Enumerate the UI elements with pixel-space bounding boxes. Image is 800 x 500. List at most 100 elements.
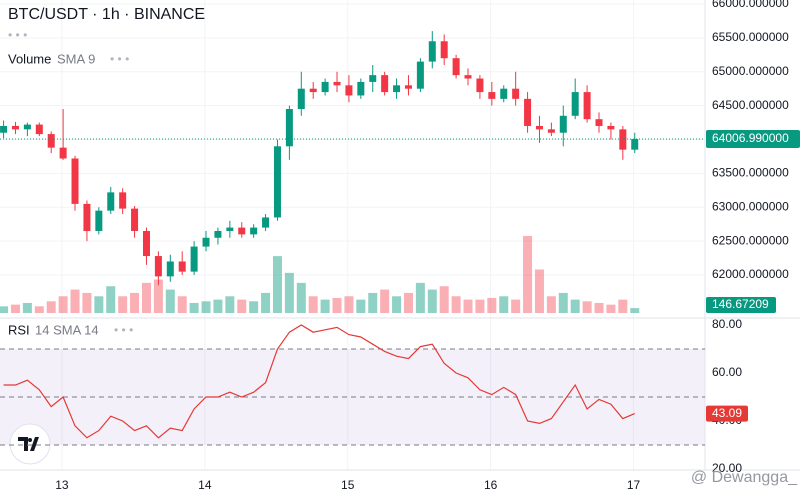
candle-body	[595, 119, 603, 126]
candle-body	[47, 134, 55, 148]
candle-body	[535, 125, 543, 130]
chart-title: BTC/USDT · 1h · BINANCE	[8, 6, 205, 23]
volume-bar	[249, 301, 259, 313]
volume-bar	[308, 296, 318, 313]
y-tick-label: 64500.000000	[712, 98, 789, 112]
x-tick-label: 16	[484, 478, 498, 492]
volume-bar	[130, 292, 140, 313]
candle-body	[309, 88, 317, 93]
candle-body	[500, 88, 508, 99]
candle-body	[35, 124, 43, 135]
volume-bar	[189, 302, 199, 313]
volume-bar	[237, 299, 247, 313]
volume-bar	[511, 299, 521, 313]
x-tick-label: 14	[198, 478, 212, 492]
volume-bar	[546, 296, 556, 313]
rsi-last-box	[706, 405, 748, 422]
volume-bar	[201, 301, 211, 313]
volume-bar	[225, 296, 235, 313]
candle-body	[416, 61, 424, 89]
last-price-label: 64006.990000	[712, 131, 789, 145]
candle-body	[583, 92, 591, 120]
tv-logo[interactable]	[9, 423, 51, 465]
candle-body	[428, 41, 436, 62]
candle-body	[619, 129, 627, 150]
volume-bar	[82, 292, 92, 313]
volume-bar	[22, 302, 32, 313]
x-tick-label: 17	[627, 478, 641, 492]
candle-body	[547, 129, 555, 133]
candle-body	[11, 125, 19, 130]
volume-bar	[523, 236, 533, 313]
candle-body	[71, 158, 79, 204]
candle-body	[476, 78, 484, 93]
candle-body	[119, 192, 127, 209]
candle-body	[297, 88, 305, 110]
volume-bar	[153, 279, 163, 313]
candle-body	[631, 139, 639, 150]
x-tick-label: 15	[341, 478, 355, 492]
candle-body	[345, 85, 353, 96]
volume-bar	[284, 272, 294, 313]
y-tick-label: 65000.000000	[712, 64, 789, 78]
candle-body	[190, 246, 198, 272]
volume-bar	[272, 256, 282, 313]
candle-body	[214, 230, 222, 238]
volume-bar	[118, 296, 128, 313]
candle-body	[404, 85, 412, 89]
volume-bar	[141, 282, 151, 313]
volume-params: SMA 9	[57, 51, 95, 66]
candle-body	[333, 81, 341, 86]
volume-bar	[475, 299, 485, 313]
volume-bar	[534, 269, 544, 313]
volume-bar	[463, 299, 473, 313]
rsi-last-label: 43.09	[712, 406, 742, 420]
candle-body	[369, 75, 377, 82]
menu-dots[interactable]: • • •	[110, 52, 129, 66]
candle-body	[59, 147, 67, 159]
volume-bar	[618, 299, 628, 313]
volume-bar	[415, 282, 425, 313]
volume-bar	[320, 299, 330, 313]
candle-body	[524, 98, 532, 126]
y-tick-label: 63000.000000	[712, 199, 789, 213]
candle-body	[142, 230, 150, 257]
candle-body	[166, 261, 174, 277]
candle-body	[321, 81, 329, 93]
candle-body	[357, 81, 365, 96]
volume-last-box	[706, 297, 776, 313]
x-tick-label: 13	[55, 478, 69, 492]
volume-bar	[570, 299, 580, 313]
candle-body	[238, 227, 246, 235]
candle-body	[131, 208, 139, 231]
candle-body	[83, 203, 91, 231]
volume-bar	[451, 296, 461, 313]
rsi-tick-label: 80.00	[712, 317, 742, 331]
candle-body	[559, 115, 567, 133]
candle-body	[571, 92, 579, 116]
volume-bar	[487, 297, 497, 313]
menu-dots[interactable]: • • •	[8, 28, 27, 42]
volume-bar	[70, 289, 80, 313]
volume-bar	[499, 296, 509, 313]
y-tick-label: 63500.000000	[712, 166, 789, 180]
volume-bar	[332, 297, 342, 313]
menu-dots[interactable]: • • •	[114, 323, 133, 337]
volume-bar	[34, 306, 44, 313]
candle-body	[488, 92, 496, 99]
volume-bar	[403, 292, 413, 313]
y-tick-label: 62500.000000	[712, 233, 789, 247]
candle-body	[440, 41, 448, 59]
volume-bar	[427, 289, 437, 313]
volume-bar	[106, 286, 116, 313]
rsi-tick-label: 60.00	[712, 365, 742, 379]
candle-body	[250, 227, 258, 235]
candle-body	[226, 227, 234, 231]
candle-body	[178, 261, 186, 272]
rsi-line	[3, 324, 635, 439]
watermark: @ Dewangga_	[691, 469, 798, 486]
volume-bar	[439, 286, 449, 313]
candle-body	[154, 256, 162, 277]
